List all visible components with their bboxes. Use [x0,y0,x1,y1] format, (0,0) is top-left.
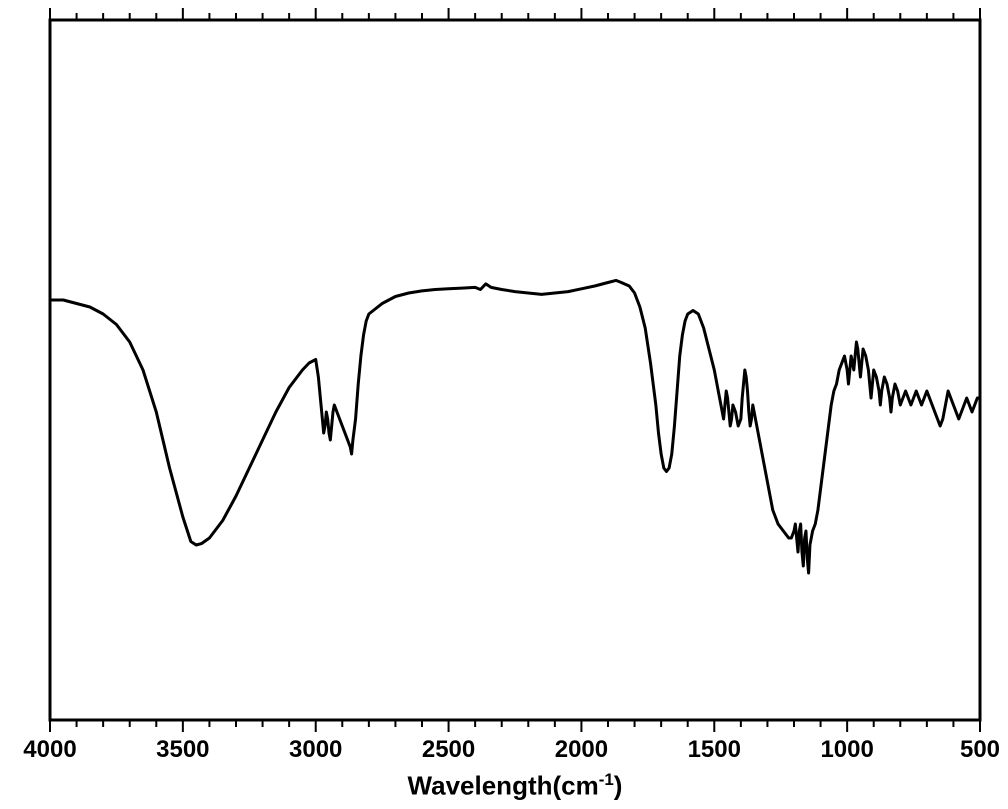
x-tick-label: 500 [940,736,1008,764]
x-tick-label: 2500 [409,736,489,764]
x-axis-label-sup: -1 [599,770,614,789]
x-tick-label: 1000 [807,736,887,764]
x-axis-label-suffix: ) [614,771,623,801]
x-axis-label: Wavelength(cm-1) [50,770,980,802]
chart-container: Wavelength(cm-1) 4000 3500 3000 2500 2000 150… [0,0,1008,809]
x-tick-label: 1500 [674,736,754,764]
x-tick-label: 4000 [10,736,90,764]
x-tick-label: 2000 [541,736,621,764]
ir-spectrum-chart [0,0,1008,809]
x-tick-label: 3000 [276,736,356,764]
x-axis-label-text: Wavelength(cm [408,771,599,801]
x-tick-label: 3500 [143,736,223,764]
